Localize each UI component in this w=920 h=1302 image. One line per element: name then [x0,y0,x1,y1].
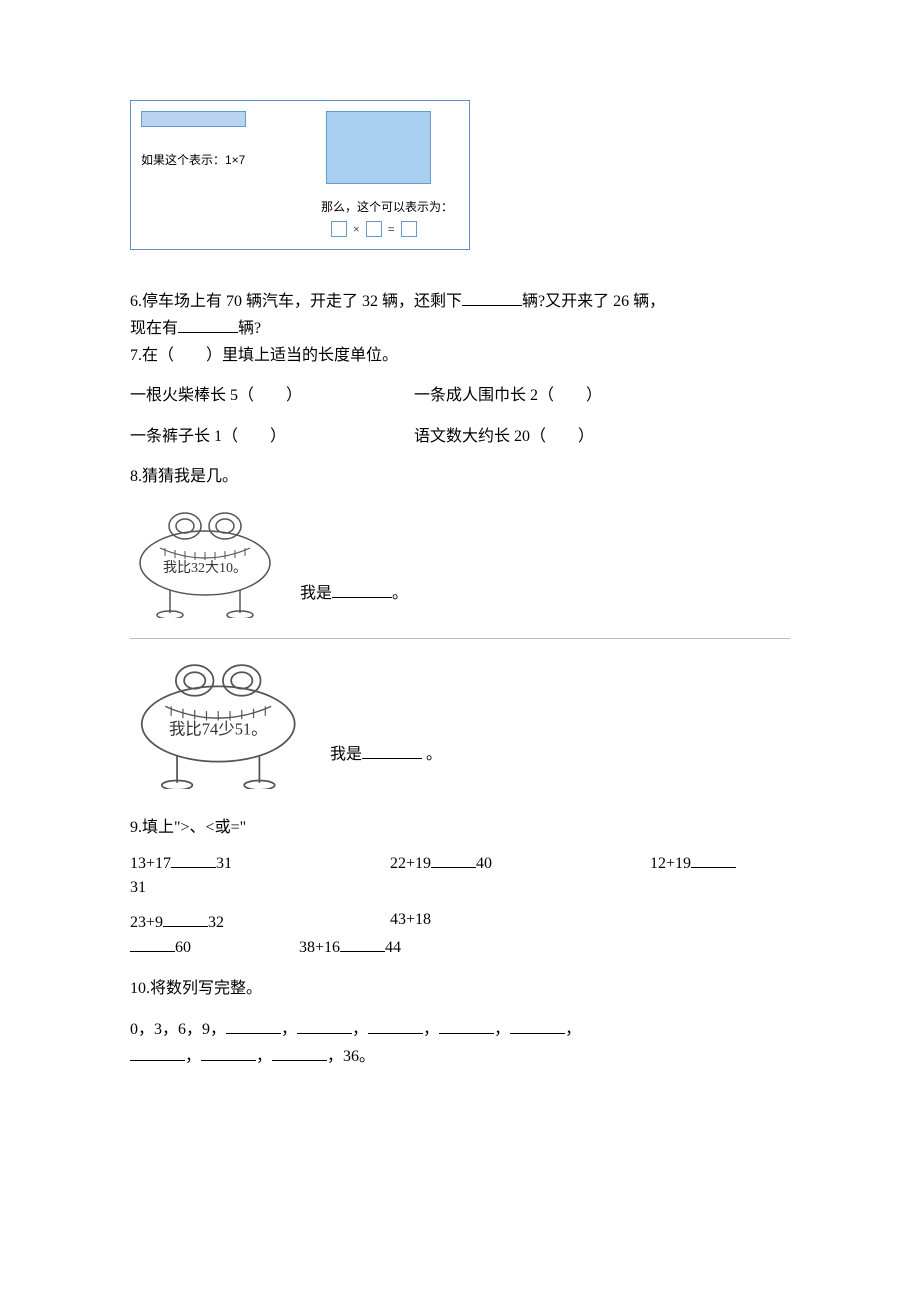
q9-title: 9.填上">、<或=" [130,817,790,839]
q9-c4-blank[interactable] [163,911,208,927]
frog2-ans-suffix: 。 [426,746,442,763]
q9-c4-r: 32 [208,914,224,931]
multiplication-box: 如果这个表示：1×7 那么，这个可以表示为： × = [130,100,470,250]
q9-c3-r: 31 [130,879,146,896]
q10-prefix: 0，3，6，9， [130,1021,226,1038]
big-rect-label: 那么，这个可以表示为： [321,198,453,215]
q7-item-2: 一条裤子长 1（ ） [130,426,410,448]
q9-row1: 13+17 31 22+19 40 12+19 [130,852,790,873]
q10-tail: ，36。 [327,1048,375,1065]
q6-mid: 辆?又开来了 26 辆， [522,293,665,310]
q9-c1: 13+17 31 [130,852,390,873]
frog1-ans-prefix: 我是 [300,585,332,602]
q10-b8[interactable] [272,1045,327,1061]
q9-c2-l: 22+19 [390,855,431,872]
q7-title: 7.在（ ）里填上适当的长度单位。 [130,345,790,367]
q9-c1-r: 31 [216,855,232,872]
small-rect-label: 如果这个表示：1×7 [141,151,245,168]
q10-b3[interactable] [368,1018,423,1034]
frog1-text: 我比32大10。 [163,560,247,576]
q10-b6[interactable] [130,1045,185,1061]
q9-c2-blank[interactable] [431,852,476,868]
q9-c5-r: 60 [175,939,191,956]
frog2-text: 我比74少51。 [169,720,268,739]
q9-c1-blank[interactable] [171,852,216,868]
q9-c3: 12+19 [650,852,790,873]
q9-row2b: 60 38+16 44 [130,936,790,959]
q7-row2: 一条裤子长 1（ ） 语文数大约长 20（ ） [130,426,790,448]
frog2-ans-prefix: 我是 [330,746,362,763]
frog-1-icon: 我比32大10。 [130,508,300,618]
q7-item-3: 语文数大约长 20（ ） [414,428,594,445]
frog1-blank[interactable] [332,582,392,598]
q9-c6-r: 44 [385,939,401,956]
q7-row1: 一根火柴棒长 5（ ） 一条成人围巾长 2（ ） [130,385,790,407]
frog-row-2: 我比74少51。 我是 。 [130,659,790,789]
q9-c5-l: 43+18 [390,911,431,928]
q10-b5[interactable] [510,1018,565,1034]
q9-row1b: 31 [130,877,790,899]
q9-c5-blank[interactable] [130,936,175,952]
eq-sign: = [388,222,395,237]
q9-c4: 23+9 32 [130,911,390,932]
q9-c2-r: 40 [476,855,492,872]
q10-seq: 0，3，6，9，，，，，， [130,1018,790,1041]
q9-c4-l: 23+9 [130,914,163,931]
q9-c2: 22+19 40 [390,852,650,873]
q10-b1[interactable] [226,1018,281,1034]
frog1-ans-suffix: 。 [392,585,408,602]
q6-l2-prefix: 现在有 [130,320,178,337]
q9-c3-blank[interactable] [691,852,736,868]
blank-box-3[interactable] [401,221,417,237]
small-rectangle [141,111,246,127]
frog2-answer: 我是 。 [330,740,442,764]
big-rectangle [326,111,431,184]
q9-row2: 23+9 32 43+18 [130,911,790,932]
q10-title: 10.将数列写完整。 [130,978,790,1000]
frog-row-1: 我比32大10。 我是 。 [130,508,790,618]
q7-item-0: 一根火柴棒长 5（ ） [130,385,410,407]
frog-2-icon: 我比74少51。 [130,659,330,789]
q10-b2[interactable] [297,1018,352,1034]
q6-blank2[interactable] [178,317,238,333]
q6-line1: 6.停车场上有 70 辆汽车，开走了 32 辆，还剩下 辆?又开来了 26 辆， [130,290,790,313]
q7-item-1: 一条成人围巾长 2（ ） [414,387,602,404]
separator [130,638,790,639]
q9-c5: 43+18 [390,911,650,932]
q10-seq2: ，，，36。 [130,1045,790,1068]
q6-l2-suffix: 辆? [238,320,261,337]
q9-c3-l: 12+19 [650,855,691,872]
q9-c6-l: 38+16 [299,939,340,956]
q9-c1-l: 13+17 [130,855,171,872]
q6-line2: 现在有 辆? [130,317,790,340]
q6-prefix: 6.停车场上有 70 辆汽车，开走了 32 辆，还剩下 [130,293,462,310]
blank-box-2[interactable] [366,221,382,237]
q10-b4[interactable] [439,1018,494,1034]
blank-box-1[interactable] [331,221,347,237]
frog1-answer: 我是 。 [300,579,408,603]
equation-row: × = [331,221,417,237]
q9-c6-blank[interactable] [340,936,385,952]
q6-blank1[interactable] [462,290,522,306]
q10-b7[interactable] [201,1045,256,1061]
frog2-blank[interactable] [362,743,422,759]
q8-title: 8.猜猜我是几。 [130,466,790,488]
mult-sign: × [353,222,360,237]
